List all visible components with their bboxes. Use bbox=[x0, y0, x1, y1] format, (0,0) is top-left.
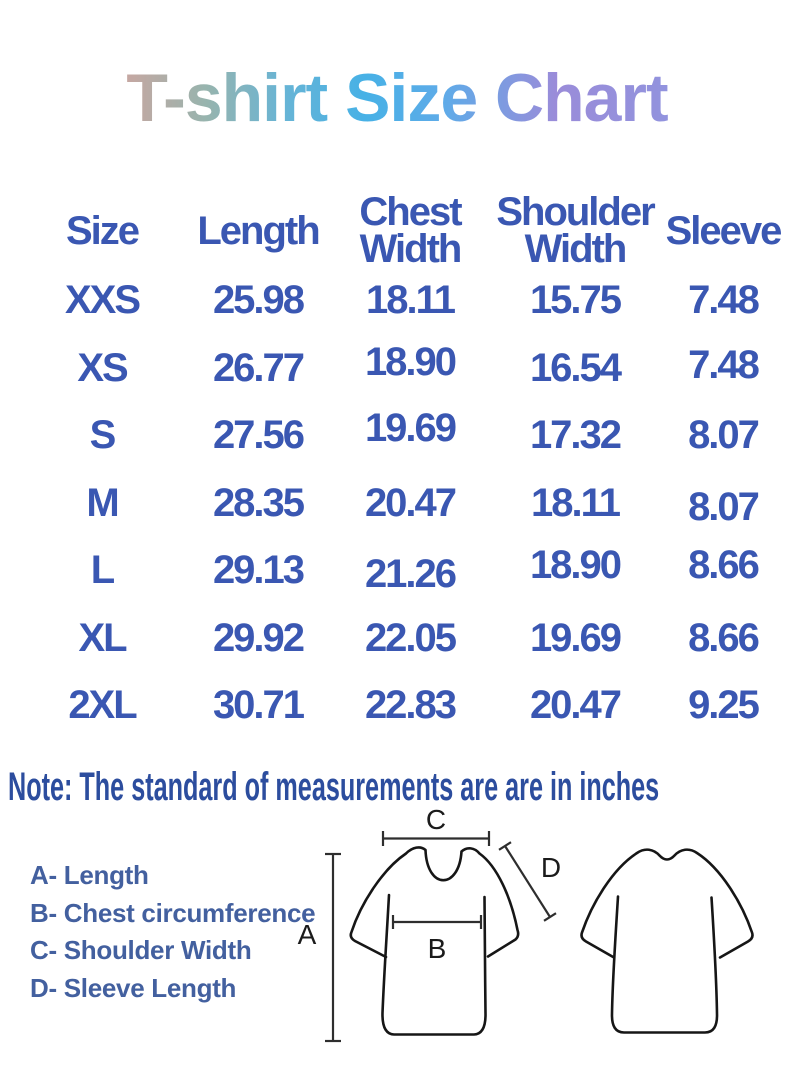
row-xl-chest: 22.05 bbox=[364, 615, 457, 660]
row-xxs-size: XXS bbox=[64, 278, 141, 323]
row-m-sleeve: 8.07 bbox=[688, 484, 760, 529]
measurement-line-c bbox=[381, 831, 491, 846]
row-xs-length: 26.77 bbox=[212, 345, 305, 390]
legend-item-a: A- Length bbox=[30, 860, 149, 890]
row-2xl-shoulder: 20.47 bbox=[529, 683, 622, 728]
page-title: T-shirt Size Chart bbox=[0, 58, 794, 138]
row-l-sleeve: 8.66 bbox=[688, 543, 760, 588]
row-xs-size: XS bbox=[77, 345, 128, 390]
row-2xl-chest: 22.83 bbox=[364, 683, 457, 728]
row-l-shoulder: 18.90 bbox=[529, 543, 622, 588]
row-xl-length: 29.92 bbox=[212, 615, 305, 660]
legend-item-d: D- Sleeve Length bbox=[30, 972, 237, 1003]
front-shirt-top-outline bbox=[349, 846, 520, 959]
col-header-size: Size bbox=[65, 208, 140, 253]
row-2xl-sleeve: 9.25 bbox=[688, 683, 760, 728]
row-s-shoulder: 17.32 bbox=[529, 413, 622, 458]
row-xs-shoulder: 16.54 bbox=[529, 345, 622, 390]
col-header-shoulder: Shoulder Width bbox=[496, 190, 655, 271]
row-2xl-length: 30.71 bbox=[212, 683, 305, 728]
note-text: Note: The standard of measurements are a… bbox=[8, 765, 660, 809]
row-m-length: 28.35 bbox=[212, 480, 305, 525]
row-m-size: M bbox=[86, 480, 119, 525]
row-s-size: S bbox=[89, 413, 117, 458]
row-xxs-shoulder: 15.75 bbox=[529, 278, 622, 323]
col-header-sleeve: Sleeve bbox=[665, 208, 783, 253]
row-s-sleeve: 8.07 bbox=[688, 413, 760, 458]
row-2xl-size: 2XL bbox=[68, 683, 137, 728]
row-s-length: 27.56 bbox=[212, 413, 305, 458]
legend-item-b: B- Chest circumference bbox=[30, 897, 316, 928]
row-m-chest: 20.47 bbox=[364, 480, 457, 525]
diagram-label-b: B bbox=[428, 933, 447, 964]
back-shirt-top-outline bbox=[580, 848, 754, 959]
col-header-chest: Chest Width bbox=[359, 190, 462, 271]
row-xxs-sleeve: 7.48 bbox=[688, 278, 760, 323]
row-l-size: L bbox=[90, 548, 115, 593]
measurement-legend: A- Length B- Chest circumference C- Shou… bbox=[30, 857, 316, 1007]
back-shirt-body-outline bbox=[610, 895, 719, 1034]
row-xxs-chest: 18.11 bbox=[366, 278, 456, 323]
row-s-chest: 19.69 bbox=[364, 406, 457, 451]
row-xl-size: XL bbox=[78, 615, 127, 660]
measurement-line-b bbox=[391, 915, 483, 929]
row-l-length: 29.13 bbox=[212, 548, 305, 593]
size-table: Size Length Chest Width Shoulder Width S… bbox=[22, 190, 783, 740]
legend-item-c: C- Shoulder Width bbox=[30, 935, 252, 965]
col-header-length: Length bbox=[197, 208, 320, 253]
row-m-shoulder: 18.11 bbox=[531, 480, 621, 525]
row-xs-chest: 18.90 bbox=[364, 339, 457, 384]
row-l-chest: 21.26 bbox=[364, 552, 457, 597]
measurement-line-d bbox=[498, 841, 557, 922]
measurement-line-a bbox=[325, 852, 341, 1043]
diagram-label-d: D bbox=[541, 852, 561, 883]
row-xl-shoulder: 19.69 bbox=[529, 615, 622, 660]
row-xxs-length: 25.98 bbox=[212, 278, 305, 323]
front-shirt-body-outline bbox=[381, 893, 487, 1036]
row-xl-sleeve: 8.66 bbox=[688, 615, 760, 660]
row-xs-sleeve: 7.48 bbox=[688, 342, 760, 387]
